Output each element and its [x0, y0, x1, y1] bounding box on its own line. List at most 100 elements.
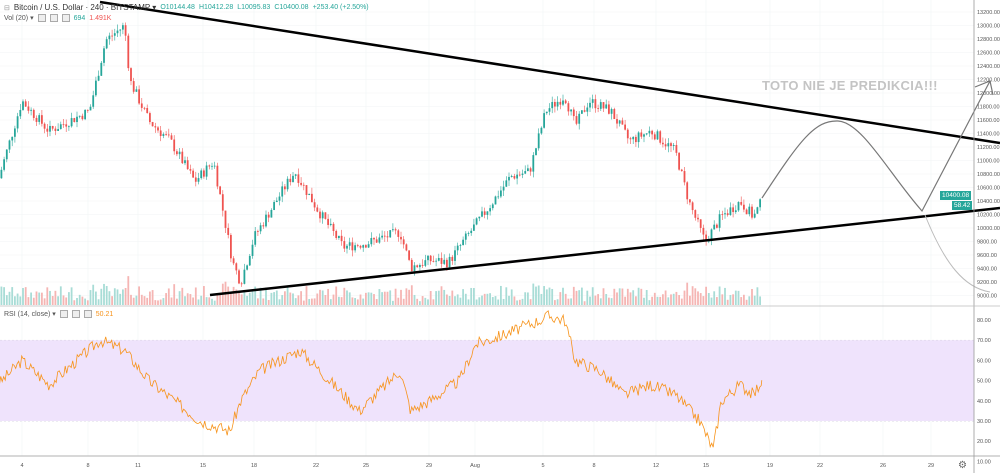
settings-icon[interactable] [49, 14, 58, 22]
candle-body [424, 260, 427, 266]
volume-bar [456, 294, 459, 305]
volume-label[interactable]: Vol (20) ▾ [4, 15, 34, 22]
candle-body [113, 33, 116, 36]
candle-body [259, 225, 262, 232]
candle-body [146, 107, 149, 114]
candle-body [297, 174, 300, 183]
candle-body [659, 131, 662, 143]
candle-body [635, 136, 637, 143]
upper-trendline[interactable] [99, 0, 1000, 145]
volume-bar [632, 290, 635, 305]
volume-bar [570, 298, 572, 305]
volume-bar [238, 292, 240, 305]
time-axis[interactable]: 4 8 11 15 18 22 25 29 Aug 5 8 12 15 19 22 26 29 [20, 463, 934, 469]
volume-bar [629, 292, 632, 305]
candle-body [508, 176, 510, 181]
volume-bar [351, 297, 354, 305]
volume-bar [289, 292, 292, 305]
volume-bar [257, 298, 259, 305]
volume-bar [599, 298, 602, 305]
volume-bar [108, 291, 111, 305]
symbol-title[interactable]: Bitcoin / U.S. Dollar · 240 · BITSTAMP ▾ [13, 3, 157, 12]
eye-icon[interactable] [37, 14, 46, 22]
candle-body [105, 39, 108, 49]
projection-path[interactable] [761, 80, 994, 213]
candle-body [397, 230, 400, 237]
candle-body [648, 130, 651, 134]
lower-trendline[interactable] [209, 206, 1000, 297]
volume-bar [200, 295, 203, 305]
rsi-label[interactable]: RSI (14, close) ▾ [4, 311, 56, 318]
annotation-text[interactable]: TOTO NIE JE PREDIKCIA!!! [762, 78, 938, 93]
close-icon[interactable] [83, 310, 92, 318]
candle-body [221, 194, 224, 211]
volume-bar [73, 300, 76, 305]
candle-body [702, 227, 705, 235]
candle-body [748, 206, 751, 215]
volume-bar [5, 295, 8, 305]
candle-body [311, 193, 313, 203]
volume-bar [424, 297, 427, 305]
candle-body [59, 124, 62, 130]
volume-bar [0, 286, 3, 305]
time-tick-label: 4 [20, 463, 23, 469]
volume-bar [240, 294, 243, 305]
candle-body [413, 265, 416, 272]
volume-bar [302, 300, 305, 305]
volume-bar [262, 298, 265, 305]
volume-bar [508, 295, 510, 305]
candle-body [548, 108, 551, 112]
volume-bar [84, 298, 86, 305]
volume-bar [11, 287, 14, 305]
candle-body [567, 103, 570, 112]
volume-bar [65, 297, 68, 305]
volume-bar [365, 292, 367, 305]
ohlc-high: H10412.28 [198, 4, 234, 11]
volume-bar [651, 296, 653, 305]
candle-body [578, 113, 581, 124]
volume-bar [124, 288, 127, 305]
volume-bars [0, 276, 761, 305]
volume-bar [691, 286, 694, 305]
candle-body [640, 132, 643, 137]
price-tick-label: 10400.00 [977, 199, 1000, 205]
price-tick-label: 10000.00 [977, 226, 1000, 232]
volume-bar [635, 296, 637, 305]
candle-body [238, 270, 240, 284]
collapse-icon[interactable]: ⊟ [4, 4, 10, 12]
candle-body [95, 80, 97, 96]
rsi-tick-label: 60.00 [977, 358, 991, 364]
candle-body [375, 239, 378, 243]
candle-body [124, 25, 127, 36]
candle-body [564, 100, 567, 104]
price-axis[interactable]: 13200.00 13000.00 12800.00 12600.00 12400.00… [977, 10, 1000, 300]
candle-body [591, 99, 594, 103]
price-tick-label: 12000.00 [977, 91, 1000, 97]
candle-body [65, 124, 68, 127]
price-tick-label: 12800.00 [977, 37, 1000, 43]
candle-body [513, 175, 516, 179]
eye-icon[interactable] [59, 310, 68, 318]
candle-body [5, 149, 8, 160]
volume-bar [670, 294, 672, 305]
candle-body [329, 223, 332, 225]
candle-body [448, 256, 451, 268]
candle-body [505, 180, 508, 187]
close-icon[interactable] [61, 14, 70, 22]
candle-body [737, 202, 740, 211]
volume-bar [176, 298, 178, 305]
candle-body [562, 100, 564, 105]
volume-bar [467, 299, 470, 305]
price-tick-label: 13200.00 [977, 10, 1000, 16]
volume-bar [610, 298, 613, 305]
gear-icon[interactable]: ⚙ [958, 460, 967, 471]
settings-icon[interactable] [71, 310, 80, 318]
volume-bar [645, 290, 648, 305]
volume-bar [718, 286, 721, 305]
volume-bar [251, 290, 254, 305]
candle-body [286, 178, 289, 190]
rsi-axis[interactable]: 80.00 70.00 60.00 50.00 40.00 30.00 20.00 10.00 [977, 318, 991, 465]
projection-alt-path[interactable] [924, 214, 991, 293]
volume-bar [459, 297, 462, 305]
